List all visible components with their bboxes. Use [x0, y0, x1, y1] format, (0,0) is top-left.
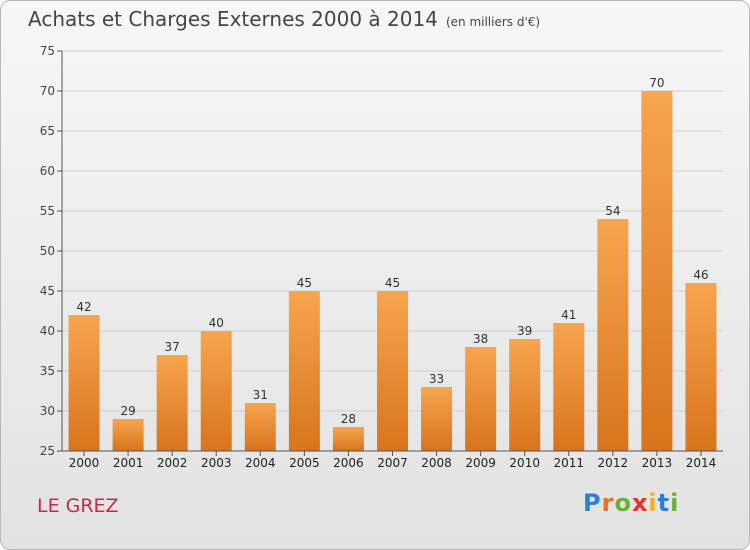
data-label: 70: [649, 76, 664, 90]
bar: [156, 355, 188, 451]
x-tick-label: 2008: [421, 456, 452, 470]
data-label: 54: [605, 204, 620, 218]
y-tick-label: 65: [40, 124, 55, 138]
data-label: 28: [341, 412, 356, 426]
x-tick-label: 2005: [289, 456, 320, 470]
x-tick-label: 2003: [201, 456, 232, 470]
bar: [597, 219, 629, 451]
bar: [332, 427, 364, 451]
data-label: 41: [561, 308, 576, 322]
data-label: 33: [429, 372, 444, 386]
x-tick-label: 2009: [465, 456, 496, 470]
y-tick-label: 25: [40, 444, 55, 458]
x-tick-label: 2004: [245, 456, 276, 470]
bar: [641, 91, 673, 451]
x-tick-label: 2014: [686, 456, 717, 470]
data-label: 45: [385, 276, 400, 290]
x-tick-label: 2002: [157, 456, 188, 470]
y-tick-label: 35: [40, 364, 55, 378]
town-name: LE GREZ: [37, 495, 119, 517]
x-tick-label: 2007: [377, 456, 408, 470]
bar: [509, 339, 541, 451]
bar: [288, 291, 320, 451]
axis-layer: 25 30 35 40 45 50 55 60 65 70 75 2000 2001 2002 2003 20…: [40, 44, 723, 470]
x-tick-label: 2006: [333, 456, 364, 470]
chart-title-block: Achats et Charges Externes 2000 à 2014 (e…: [28, 7, 540, 31]
y-tick-label: 75: [40, 44, 55, 58]
x-tick-label: 2013: [642, 456, 673, 470]
y-tick-label: 70: [40, 84, 55, 98]
data-label: 46: [693, 268, 708, 282]
data-label: 40: [209, 316, 224, 330]
data-label: 45: [297, 276, 312, 290]
bar-layer: 42 29 37 40 31 45 28 45 33 38 39 41 54 70 46: [68, 76, 717, 451]
chart-title: Achats et Charges Externes 2000 à 2014: [28, 7, 438, 31]
proxiti-logo: Proxiti: [583, 489, 680, 517]
y-tick-label: 30: [40, 404, 55, 418]
bar: [377, 291, 408, 451]
y-tick-label: 45: [40, 284, 55, 298]
x-tick-label: 2011: [553, 456, 584, 470]
bar: [200, 331, 232, 451]
bar: [244, 403, 276, 451]
x-tick-label: 2001: [113, 456, 144, 470]
y-tick-label: 40: [40, 324, 55, 338]
bar: [68, 315, 100, 451]
data-label: 31: [253, 388, 268, 402]
x-tick-label: 2010: [509, 456, 540, 470]
data-label: 29: [120, 404, 135, 418]
y-tick-label: 60: [40, 164, 55, 178]
data-label: 37: [165, 340, 180, 354]
bar: [685, 283, 717, 451]
bar: [421, 387, 453, 451]
data-label: 42: [76, 300, 91, 314]
y-tick-label: 55: [40, 204, 55, 218]
x-tick-label: 2012: [598, 456, 629, 470]
y-tick-label: 50: [40, 244, 55, 258]
data-label: 38: [473, 332, 488, 346]
data-label: 39: [517, 324, 532, 338]
x-tick-label: 2000: [69, 456, 100, 470]
chart-unit: (en milliers d'€): [445, 15, 541, 29]
bar: [112, 419, 144, 451]
bar: [553, 323, 585, 451]
bar: [465, 347, 497, 451]
